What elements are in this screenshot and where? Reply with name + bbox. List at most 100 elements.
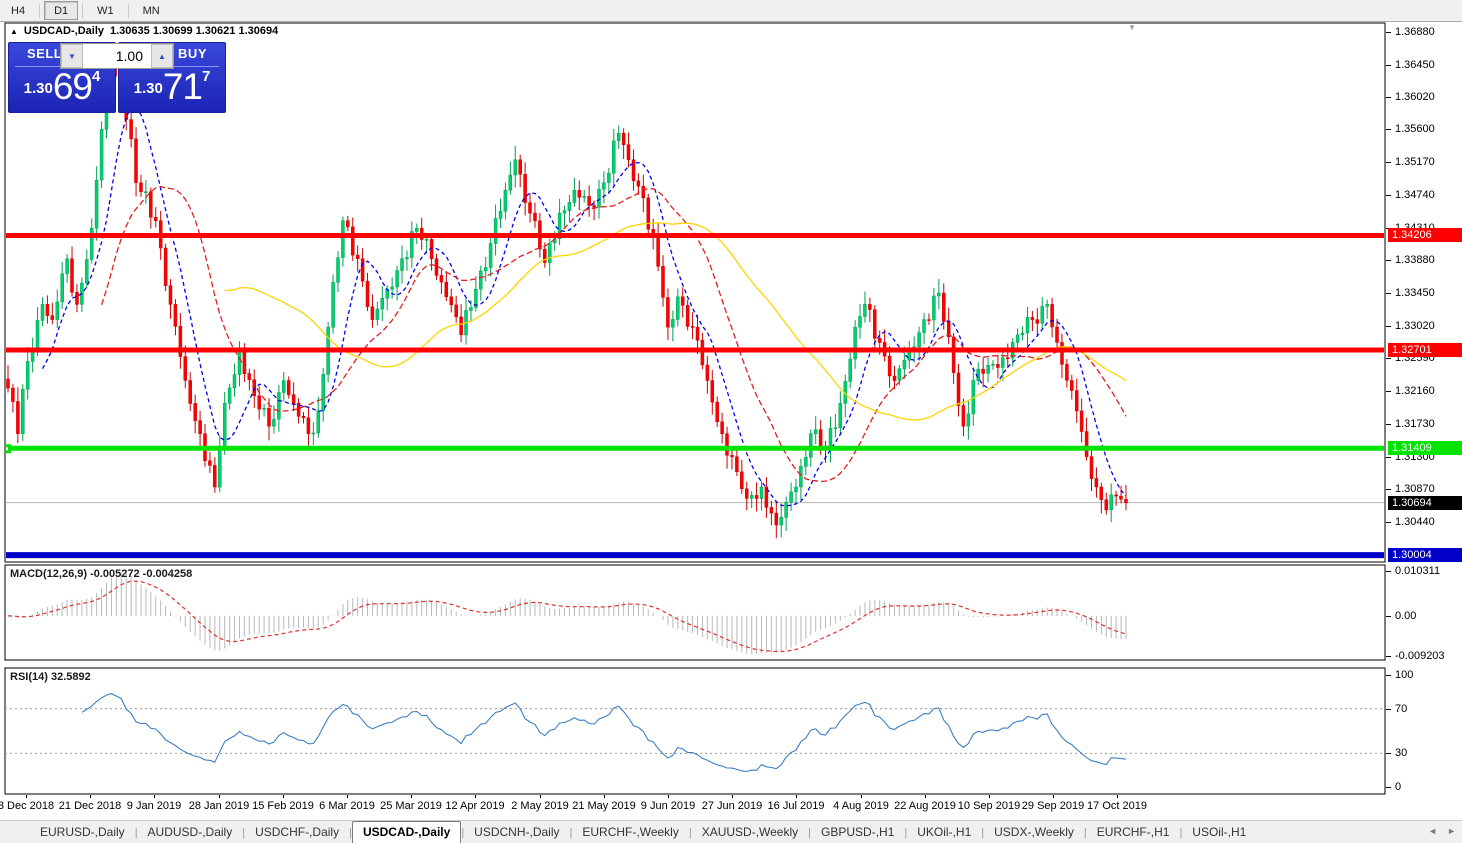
tab-eurchf-weekly[interactable]: EURCHF-,Weekly — [582, 825, 679, 839]
price-tag-1.30004: 1.30004 — [1388, 548, 1462, 562]
axis-tick-mark — [1386, 129, 1391, 130]
tab-gbpusd-h1[interactable]: GBPUSD-,H1 — [821, 825, 895, 839]
date-tick-mark — [861, 795, 862, 798]
macd-label: MACD(12,26,9) -0.005272 -0.004258 — [10, 568, 193, 580]
tab-usdcnh-daily[interactable]: USDCNH-,Daily — [474, 825, 560, 839]
axis-tick-mark — [1386, 391, 1391, 392]
tab-separator: | — [808, 827, 812, 839]
date-axis-label: 28 Jan 2019 — [188, 800, 250, 812]
rsi-tick-mark — [1386, 787, 1391, 788]
axis-tick-mark — [1386, 97, 1391, 98]
ohlc-values: 1.30635 1.30699 1.30621 1.30694 — [110, 25, 279, 37]
chart-window[interactable]: ▲ USDCAD-,Daily 1.30635 1.30699 1.30621 … — [0, 22, 1462, 795]
chart-shift-marker-icon[interactable]: ▼ — [1128, 23, 1136, 32]
macd-tick-mark — [1386, 656, 1391, 657]
tab-usdcad-daily[interactable]: USDCAD-,Daily — [351, 821, 462, 843]
timeframe-button-h4[interactable]: H4 — [11, 4, 26, 17]
date-axis-label: 6 Mar 2019 — [319, 800, 375, 812]
date-axis-label: 15 Feb 2019 — [252, 800, 314, 812]
tab-eurusd-daily[interactable]: EURUSD-,Daily — [40, 825, 125, 839]
date-tick-mark — [154, 795, 155, 798]
date-axis-label: 22 Aug 2019 — [894, 800, 956, 812]
macd-axis-label: 0.010311 — [1395, 565, 1441, 577]
axis-tick-mark — [1386, 162, 1391, 163]
timeframe-button-d1[interactable]: D1 — [44, 1, 79, 20]
tab-separator: | — [461, 827, 465, 839]
volume-input[interactable]: 1.00 — [115, 48, 143, 64]
axis-tick-mark — [1386, 326, 1391, 327]
tab-separator: | — [981, 827, 985, 839]
price-axis-label: 1.35170 — [1395, 156, 1435, 168]
chart-canvas[interactable] — [0, 22, 1462, 795]
price-tag-1.30694: 1.30694 — [1388, 496, 1462, 510]
date-axis-label: 9 Jan 2019 — [126, 800, 182, 812]
rsi-tick-mark — [1386, 753, 1391, 754]
date-axis-label: 9 Jun 2019 — [640, 800, 696, 812]
price-axis-label: 1.32160 — [1395, 385, 1435, 397]
tab-usdx-weekly[interactable]: USDX-,Weekly — [994, 825, 1074, 839]
date-tick-mark — [1053, 795, 1054, 798]
price-tag-1.32701: 1.32701 — [1388, 343, 1462, 357]
rsi-axis-label: 0 — [1395, 781, 1402, 793]
volume-decrease-button[interactable]: ▼ — [61, 44, 83, 68]
main-pane[interactable] — [2, 47, 1385, 559]
macd-signal-line — [7, 580, 1127, 653]
sell-button[interactable]: SELL — [27, 46, 63, 61]
rsi-pane[interactable] — [5, 693, 1385, 773]
tab-separator: | — [349, 827, 352, 839]
date-tick-mark — [1117, 795, 1118, 798]
tab-usdchf-daily[interactable]: USDCHF-,Daily — [255, 825, 340, 839]
tab-xauusd-weekly[interactable]: XAUUSD-,Weekly — [701, 825, 799, 839]
date-tick-mark — [989, 795, 990, 798]
date-tick-mark — [90, 795, 91, 798]
ma-medium-line — [100, 185, 1127, 483]
rsi-label: RSI(14) 32.5892 — [10, 671, 91, 683]
rsi-axis-label: 70 — [1395, 703, 1408, 715]
price-axis-label: 1.30870 — [1395, 483, 1435, 495]
toolbar-separator — [127, 3, 129, 18]
rsi-tick-mark — [1386, 709, 1391, 710]
toolbar-separator — [39, 3, 41, 18]
rsi-axis-label: 30 — [1395, 747, 1408, 759]
macd-pane[interactable] — [7, 572, 1127, 655]
tab-ukoil-h1[interactable]: UKOil-,H1 — [917, 825, 972, 839]
date-tick-mark — [411, 795, 412, 798]
buy-button[interactable]: BUY — [178, 46, 207, 61]
tab-scroll-left-icon[interactable]: ◄ — [1428, 826, 1438, 836]
date-axis-label: 12 Apr 2019 — [445, 800, 505, 812]
axis-tick-mark — [1386, 293, 1391, 294]
date-axis[interactable]: 3 Dec 2018 21 Dec 2018 9 Jan 2019 28 Jan 20… — [0, 795, 1462, 819]
buy-price: 1.30717 — [133, 66, 211, 107]
volume-stepper: ▼ 1.00 ▲ — [60, 43, 174, 69]
tab-eurchf-h1[interactable]: EURCHF-,H1 — [1096, 825, 1170, 839]
toolbar-separator — [82, 3, 84, 18]
tab-separator: | — [242, 827, 246, 839]
symbol-title: USDCAD-,Daily — [23, 25, 104, 37]
tab-separator: | — [1083, 827, 1087, 839]
timeframe-button-mn[interactable]: MN — [142, 4, 160, 17]
date-tick-mark — [475, 795, 476, 798]
ma-slow-line — [224, 222, 1127, 421]
date-tick-mark — [540, 795, 541, 798]
volume-increase-button[interactable]: ▲ — [151, 44, 173, 68]
axis-tick-mark — [1386, 358, 1391, 359]
tab-separator: | — [904, 827, 908, 839]
date-tick-mark — [796, 795, 797, 798]
tab-scroll-arrows: ◄ ► — [1428, 826, 1456, 836]
one-click-trade-panel: SELL 1.30694 BUY 1.30717 ▼ 1.00 ▲ — [8, 42, 226, 113]
macd-tick-mark — [1386, 616, 1391, 617]
tab-scroll-right-icon[interactable]: ► — [1447, 826, 1456, 836]
tab-separator: | — [569, 827, 573, 839]
date-axis-label: 21 May 2019 — [572, 800, 636, 812]
date-axis-label: 2 May 2019 — [511, 800, 569, 812]
date-axis-label: 3 Dec 2018 — [0, 800, 55, 812]
date-tick-mark — [347, 795, 348, 798]
collapse-icon[interactable]: ▲ — [10, 26, 18, 36]
date-axis-label: 4 Aug 2019 — [833, 800, 889, 812]
tab-usoil-h1[interactable]: USOil-,H1 — [1192, 825, 1247, 839]
timeframe-button-w1[interactable]: W1 — [97, 4, 114, 17]
axis-tick-mark — [1386, 32, 1391, 33]
axis-tick-mark — [1386, 424, 1391, 425]
tab-audusd-daily[interactable]: AUDUSD-,Daily — [147, 825, 233, 839]
